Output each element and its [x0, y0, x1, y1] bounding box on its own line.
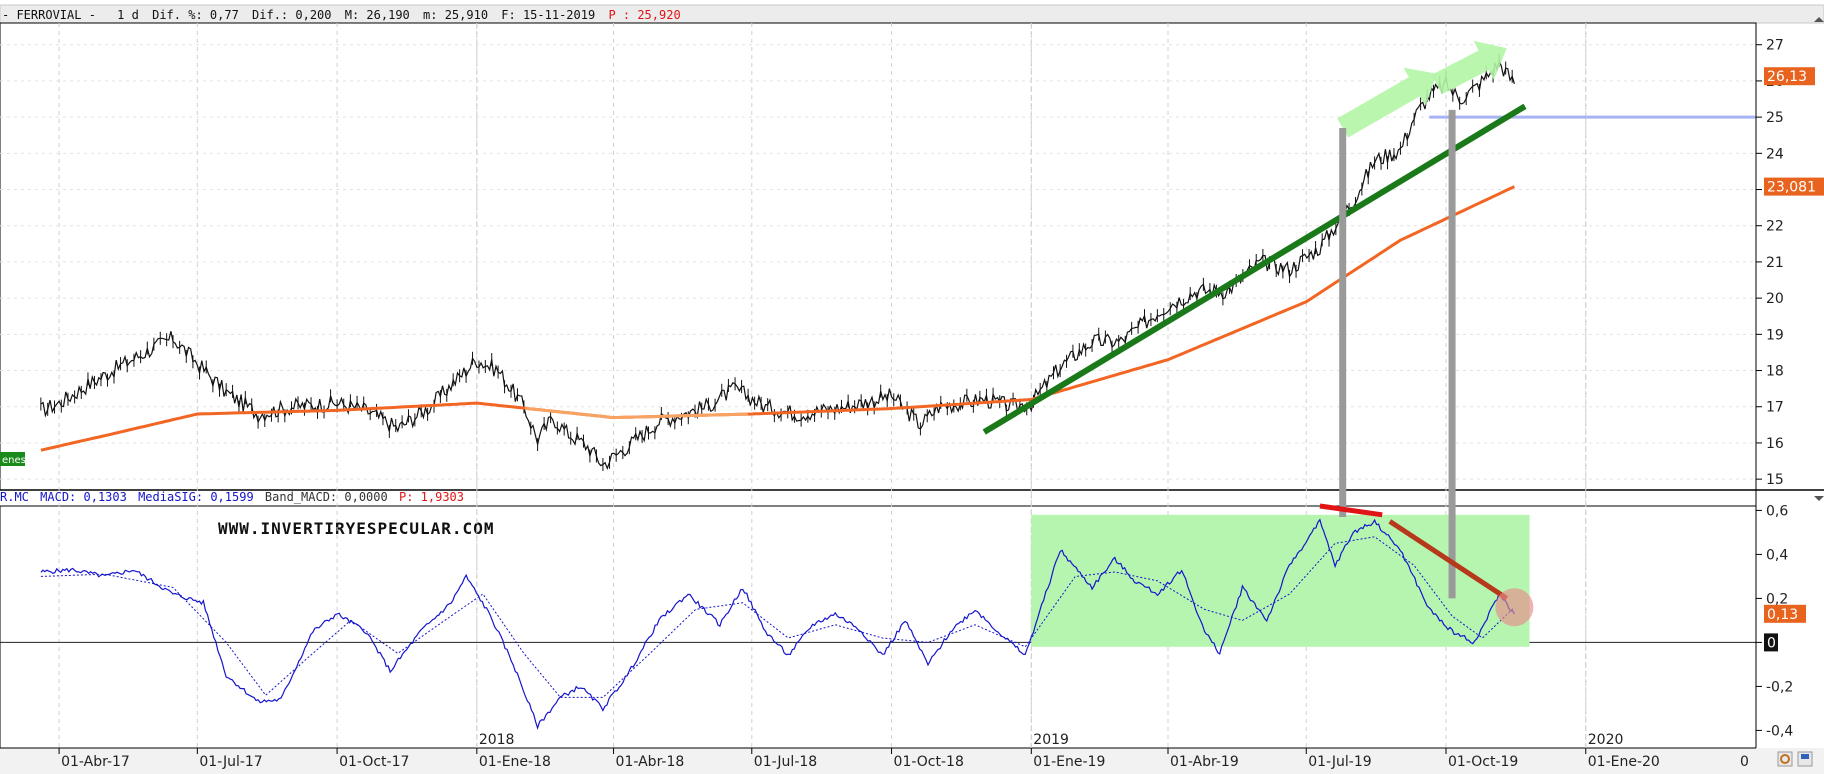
sma-line	[40, 185, 1516, 452]
svg-text:enes: enes	[2, 455, 26, 466]
scroll-arrows[interactable]	[1814, 17, 1824, 501]
scroll-up-icon[interactable]	[1814, 17, 1824, 22]
y-tick-label: 25	[1766, 110, 1784, 126]
up-arrow-icon	[1337, 67, 1437, 138]
macd-header-text: R.MC MACD: 0,1303 MediaSIG: 0,1599 Band_…	[0, 490, 464, 504]
macd-badge-label: 0,13	[1767, 607, 1798, 623]
price-header: - FERROVIAL - 1 d Dif. %: 0,77 Dif.: 0,2…	[0, 4, 1824, 24]
price-badge-label: 26,13	[1767, 69, 1807, 85]
price-badge	[1764, 177, 1824, 196]
y-tick-label: -0,4	[1766, 723, 1793, 739]
up-arrow-icon	[1431, 40, 1507, 95]
price-badge-label: 23,081	[1767, 180, 1816, 196]
x-tick-label: 01-Jul-17	[199, 754, 262, 770]
y-tick-label: 20	[1766, 291, 1784, 307]
x-tick-label: 01-Jul-18	[754, 754, 817, 770]
y-tick-label: 0,2	[1766, 591, 1788, 607]
year-label: 2019	[1033, 732, 1069, 748]
x-tick-label: 01-Ene-19	[1033, 754, 1105, 770]
zero-badge	[1764, 633, 1778, 652]
value-badges: 26,13 23,081 0,13 0	[1764, 67, 1824, 652]
signal-line	[40, 536, 1515, 698]
y-tick-label: 18	[1766, 364, 1784, 380]
year-label: 2018	[479, 732, 515, 748]
header-text: - FERROVIAL - 1 d Dif. %: 0,77 Dif.: 0,2…	[2, 8, 681, 22]
bottom-toolbar[interactable]	[1777, 751, 1813, 767]
x-axis-strip	[0, 748, 1824, 774]
y-tick-label: 15	[1766, 472, 1784, 488]
sma-series	[40, 185, 1516, 452]
divergence-line-red	[1319, 503, 1383, 518]
y-tick-label: 24	[1766, 146, 1784, 162]
save-icon	[1801, 754, 1809, 759]
year-label: 2020	[1588, 732, 1624, 748]
x-tick-label: 01-Oct-19	[1448, 754, 1518, 770]
y-tick-label: 21	[1766, 255, 1784, 271]
highlight-circle	[1495, 588, 1534, 627]
scroll-down-icon[interactable]	[1814, 496, 1824, 501]
macd-line	[40, 518, 1515, 730]
macd-badge	[1764, 604, 1806, 623]
x-tick-label: 01-Jul-19	[1308, 754, 1371, 770]
x-tick-label: 01-Abr-18	[616, 754, 685, 770]
x-tick-label: 0	[1740, 754, 1749, 770]
highlight-zone	[1031, 514, 1530, 647]
y-tick-label: 0,4	[1766, 547, 1788, 563]
x-tick-label: 01-Oct-17	[339, 754, 409, 770]
zero-badge-label: 0	[1767, 635, 1776, 651]
y-tick-label: 27	[1766, 38, 1784, 54]
y-tick-label: 22	[1766, 219, 1784, 235]
x-tick-label: 01-Ene-20	[1588, 754, 1660, 770]
x-tick-label: 01-Abr-19	[1170, 754, 1239, 770]
x-axis: 01-Abr-17 01-Jul-17 01-Oct-17 01-Ene-18 01-A…	[58, 732, 1749, 770]
watermark: WWW.INVERTIRYESPECULAR.COM	[218, 519, 494, 538]
y-tick-label: 19	[1766, 327, 1784, 343]
y-axes: 15161718192021222324252627-0,4-0,20,20,4…	[1755, 23, 1793, 748]
annotations	[982, 40, 1756, 599]
x-tick-label: 01-Oct-18	[894, 754, 964, 770]
macd-series	[40, 503, 1534, 730]
sma-line-light	[524, 406, 748, 420]
y-tick-label: 17	[1766, 400, 1784, 416]
divergence-line-brown	[1388, 519, 1509, 601]
macd-header: R.MC MACD: 0,1303 MediaSIG: 0,1599 Band_…	[0, 490, 464, 504]
price-badge	[1764, 67, 1815, 86]
left-tag: enes	[0, 452, 26, 466]
gear-icon	[1780, 754, 1790, 764]
trendline	[982, 103, 1527, 435]
x-tick-label: 01-Abr-17	[61, 754, 130, 770]
macd-highlight-zone	[1031, 514, 1530, 647]
y-tick-label: 16	[1766, 436, 1784, 452]
x-tick-label: 01-Ene-18	[479, 754, 551, 770]
y-tick-label: 0,6	[1766, 503, 1788, 519]
y-tick-label: -0,2	[1766, 679, 1793, 695]
